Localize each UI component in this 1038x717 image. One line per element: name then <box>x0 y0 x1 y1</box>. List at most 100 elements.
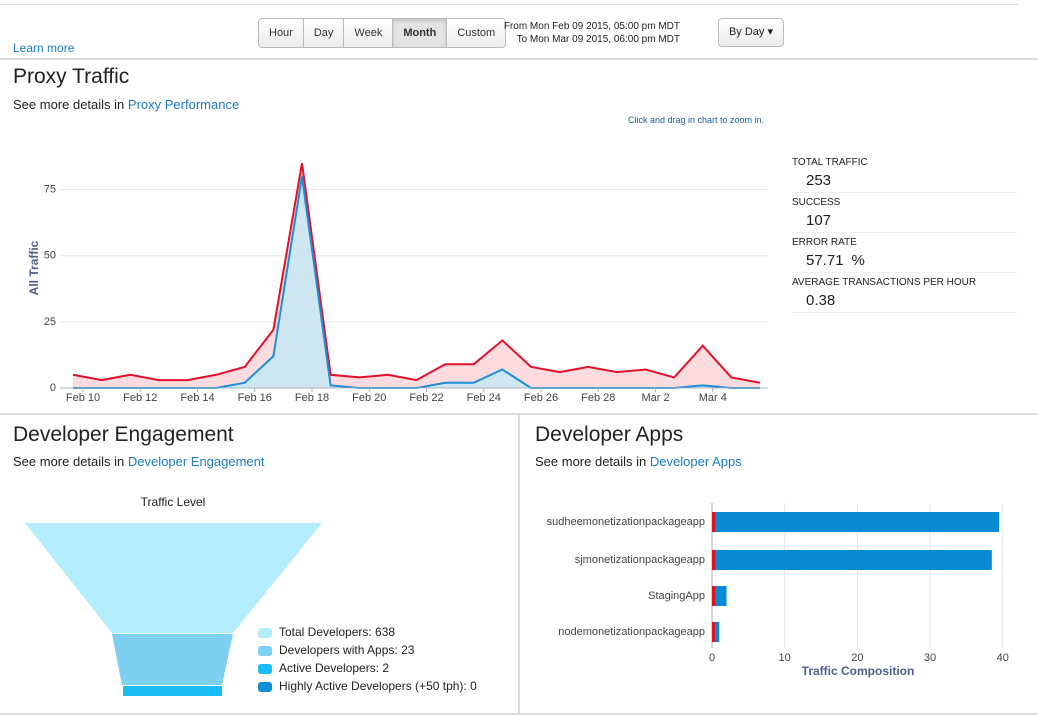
legend-swatch <box>258 682 272 692</box>
section-title: Developer Apps <box>535 423 684 446</box>
bar <box>715 586 727 606</box>
bar <box>712 550 716 570</box>
x-tick-label: Mar 4 <box>699 392 727 404</box>
x-tick-label: 30 <box>924 652 936 664</box>
stat-value-row: 57.71% <box>806 252 865 269</box>
range-button[interactable]: Hour <box>259 19 303 47</box>
divider <box>0 413 1038 415</box>
details-prefix: See more details in <box>13 97 125 112</box>
bar <box>712 622 716 642</box>
stat-unit: % <box>851 252 865 269</box>
range-buttons: Hour Day Week Month Custom <box>258 18 507 48</box>
legend-label: Active Developers: 2 <box>279 661 389 675</box>
x-tick-label: Feb 16 <box>238 392 272 404</box>
x-tick-label: 0 <box>709 652 715 664</box>
legend-label: Highly Active Developers (+50 tph): 0 <box>279 679 477 693</box>
bar <box>712 512 716 532</box>
interval-label: By Day <box>728 26 765 38</box>
bar <box>715 550 992 570</box>
y-tick-label: 25 <box>44 316 56 328</box>
interval-dropdown[interactable]: By Day ▾ <box>718 18 784 47</box>
range-button[interactable]: Day <box>302 19 344 47</box>
range-button[interactable]: Month <box>392 19 447 47</box>
y-tick-label: nodemonetizationpackageapp <box>558 626 705 638</box>
stat-value-row: 0.38 <box>806 292 835 309</box>
line <box>73 176 760 389</box>
stat-separator <box>792 272 1018 273</box>
to-date: To Mon Mar 09 2015, 06:00 pm MDT <box>516 34 680 45</box>
x-tick-label: Mar 2 <box>641 392 669 404</box>
funnel-title: Traffic Level <box>141 495 206 509</box>
stat-label: AVERAGE TRANSACTIONS PER HOUR <box>792 277 977 288</box>
details-line: See more details in Developer Engagement <box>13 454 265 469</box>
y-tick-label: 75 <box>44 184 56 196</box>
section-title: Developer Engagement <box>13 423 234 446</box>
stat-value-row: 107 <box>806 212 831 229</box>
zoom-hint: Click and drag in chart to zoom in. <box>628 115 765 125</box>
details-prefix: See more details in <box>13 454 125 469</box>
stat-label: ERROR RATE <box>792 237 857 248</box>
bar <box>715 512 1000 532</box>
y-tick-label: sjmonetizationpackageapp <box>575 554 705 566</box>
stat-value: 57.71 <box>806 252 844 269</box>
bar <box>712 586 716 606</box>
stat-separator <box>792 192 1018 193</box>
stat-separator <box>792 312 1018 313</box>
learn-more-link[interactable]: Learn more <box>13 41 75 55</box>
y-tick-label: sudheemonetizationpackageapp <box>547 516 705 528</box>
stat-label: SUCCESS <box>792 197 841 208</box>
funnel-segment <box>25 523 322 633</box>
x-tick-label: Feb 28 <box>581 392 615 404</box>
x-tick-label: 20 <box>851 652 863 664</box>
details-link[interactable]: Developer Apps <box>649 454 742 469</box>
legend-swatch <box>258 628 272 638</box>
funnel-segment <box>123 686 222 696</box>
divider <box>0 713 1038 715</box>
x-tick-label: Feb 18 <box>295 392 329 404</box>
y-tick-label: 0 <box>50 382 56 394</box>
legend-swatch <box>258 664 272 674</box>
area-fill <box>73 163 760 388</box>
details-link[interactable]: Developer Engagement <box>127 454 265 469</box>
x-tick-label: Feb 24 <box>467 392 501 404</box>
stat-label: TOTAL TRAFFIC <box>792 157 868 168</box>
x-tick-label: 40 <box>997 652 1009 664</box>
x-axis-title: Traffic Composition <box>802 664 915 678</box>
details-link[interactable]: Proxy Performance <box>127 97 240 112</box>
funnel-segment <box>112 634 233 685</box>
y-tick-label: StagingApp <box>648 590 705 602</box>
x-tick-label: 10 <box>779 652 791 664</box>
date-range: From Mon Feb 09 2015, 05:00 pm MDT To Mo… <box>480 20 680 46</box>
section-title: Proxy Traffic <box>13 65 130 88</box>
y-axis-title: All Traffic <box>27 240 41 295</box>
details-line: See more details in Developer Apps <box>535 454 742 469</box>
stat-value-row: 253 <box>806 172 831 189</box>
details-prefix: See more details in <box>535 454 647 469</box>
divider <box>0 4 1018 5</box>
legend-swatch <box>258 646 272 656</box>
line <box>72 163 761 384</box>
bar <box>715 622 720 642</box>
details-line: See more details in Proxy Performance <box>13 97 239 112</box>
from-date: From Mon Feb 09 2015, 05:00 pm MDT <box>503 21 680 32</box>
legend-label: Total Developers: 638 <box>279 625 395 639</box>
y-tick-label: 50 <box>44 250 56 262</box>
x-tick-label: Feb 26 <box>524 392 558 404</box>
x-tick-label: Feb 22 <box>409 392 443 404</box>
range-button[interactable]: Week <box>343 19 393 47</box>
stat-separator <box>792 232 1018 233</box>
legend-label: Developers with Apps: 23 <box>279 643 415 657</box>
x-tick-label: Feb 10 <box>66 392 100 404</box>
stat-value: 107 <box>806 212 832 229</box>
x-tick-label: Feb 14 <box>180 392 214 404</box>
range-button[interactable]: Custom <box>446 19 506 47</box>
x-tick-label: Feb 20 <box>352 392 386 404</box>
divider <box>518 415 520 713</box>
area-fill <box>73 176 760 388</box>
divider <box>0 58 1038 60</box>
stat-value: 0.38 <box>806 292 836 309</box>
x-tick-label: Feb 12 <box>123 392 157 404</box>
stat-value: 253 <box>806 172 832 189</box>
